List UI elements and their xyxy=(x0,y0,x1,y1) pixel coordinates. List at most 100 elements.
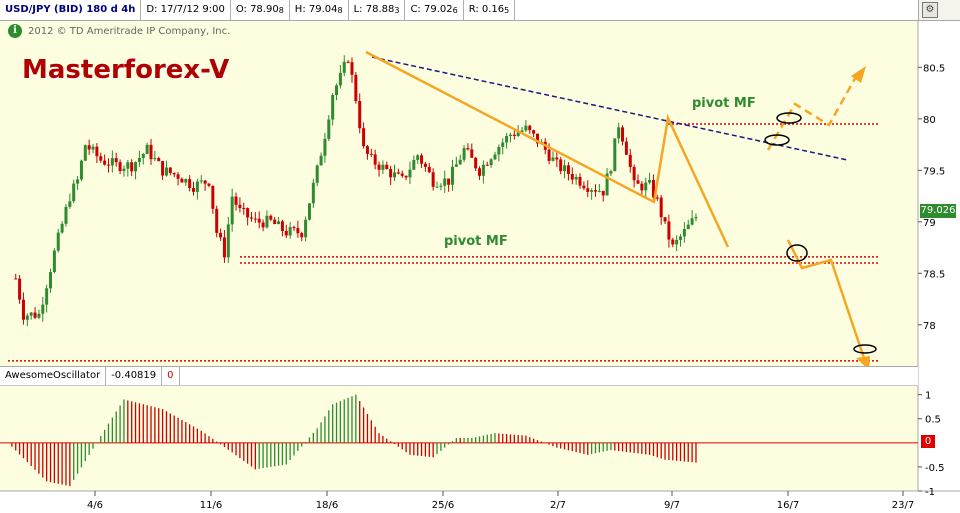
candle-body xyxy=(682,229,686,237)
candle-body xyxy=(505,136,509,143)
candle-body xyxy=(311,182,315,204)
candle-body xyxy=(76,179,80,184)
candle-body xyxy=(284,230,288,236)
candle-body xyxy=(215,208,219,233)
candle-body xyxy=(439,185,443,187)
brand-watermark: Masterforex-V xyxy=(22,55,230,85)
candle-body xyxy=(501,142,505,147)
candle-body xyxy=(369,153,373,155)
price-axis-label: 80 xyxy=(923,115,936,126)
candle-body xyxy=(64,206,68,224)
candle-body xyxy=(644,182,648,191)
candle-body xyxy=(462,148,466,160)
candle-body xyxy=(304,219,308,238)
candle-body xyxy=(404,175,408,178)
price-axis-label: 79 xyxy=(923,218,936,229)
candle-body xyxy=(265,215,269,228)
price-axis-label: 80.5 xyxy=(923,63,945,74)
candle-body xyxy=(659,197,663,218)
candle-body xyxy=(423,163,427,167)
candle-body xyxy=(331,95,335,120)
candle-body xyxy=(172,172,176,175)
candle-body xyxy=(168,167,172,173)
candle-body xyxy=(149,144,153,160)
oscillator-zero-value: 0 xyxy=(162,367,180,385)
candle-body xyxy=(188,179,192,189)
candle-body xyxy=(528,125,532,131)
candle-body xyxy=(427,166,431,173)
candle-body xyxy=(350,62,354,75)
copyright-text: 2012 © TD Ameritrade IP Company, Inc. xyxy=(28,26,231,37)
candle-body xyxy=(563,165,567,172)
candle-body xyxy=(292,227,296,229)
candle-body xyxy=(118,162,122,172)
candle-body xyxy=(412,159,416,170)
candle-body xyxy=(547,149,551,161)
symbol-label[interactable]: USD/JPY (BID) 180 d 4h xyxy=(0,0,142,20)
quote-header: USD/JPY (BID) 180 d 4h D: 17/7/12 9:00 O… xyxy=(0,0,918,21)
info-icon[interactable]: i xyxy=(8,24,22,38)
candle-body xyxy=(593,190,597,192)
oscillator-name[interactable]: AwesomeOscillator xyxy=(0,367,107,385)
price-axis-label: 78.5 xyxy=(923,269,945,280)
candle-body xyxy=(586,188,590,192)
candle-body xyxy=(520,130,524,133)
trendline-resistance xyxy=(371,56,848,161)
candle-body xyxy=(516,132,520,137)
price-axis-label: 79.5 xyxy=(923,166,945,177)
candle-body xyxy=(342,61,346,73)
candle-body xyxy=(323,138,327,156)
candle-body xyxy=(679,236,683,240)
candle-body xyxy=(508,134,512,137)
candle-body xyxy=(447,178,451,185)
candle-body xyxy=(512,134,516,137)
candle-body xyxy=(49,272,53,289)
candle-body xyxy=(307,203,311,220)
candle-body xyxy=(624,141,628,155)
candle-body xyxy=(435,186,439,188)
candle-body xyxy=(95,146,99,157)
oscillator-header: AwesomeOscillator -0.40819 0 xyxy=(0,366,918,386)
range-readout: R: 0.165 xyxy=(464,0,516,20)
candle-body xyxy=(636,180,640,184)
candle-body xyxy=(536,133,540,144)
time-axis-label: 2/7 xyxy=(550,500,566,511)
candle-body xyxy=(574,176,578,180)
candle-body xyxy=(389,168,393,178)
candle-body xyxy=(153,158,157,160)
candle-body xyxy=(21,299,25,320)
candle-body xyxy=(381,164,385,170)
candle-body xyxy=(114,158,118,163)
candle-body xyxy=(443,178,447,186)
candle-body xyxy=(655,197,659,199)
candle-body xyxy=(207,183,211,186)
open-readout: O: 78.908 xyxy=(231,0,290,20)
marker-ellipse xyxy=(786,244,808,262)
candle-body xyxy=(613,138,617,172)
candle-body xyxy=(667,221,671,240)
candle-body xyxy=(226,224,230,258)
candle-body xyxy=(288,227,292,236)
candle-body xyxy=(524,125,528,131)
candle-body xyxy=(126,162,130,169)
candle-body xyxy=(400,173,404,176)
price-axis-label: 78 xyxy=(923,321,936,332)
candle-body xyxy=(497,146,501,155)
candle-body xyxy=(319,155,323,166)
candle-body xyxy=(485,164,489,166)
candle-body xyxy=(110,158,114,166)
oscillator-plot-area xyxy=(0,385,918,491)
candle-body xyxy=(663,217,667,222)
candle-body xyxy=(219,232,223,238)
candle-body xyxy=(157,158,161,162)
candle-body xyxy=(257,218,261,223)
candle-body xyxy=(79,160,83,180)
candle-body xyxy=(396,172,400,174)
candle-body xyxy=(458,159,462,165)
candle-body xyxy=(609,171,613,174)
candle-body xyxy=(605,173,609,196)
candle-body xyxy=(690,218,694,225)
chart-settings-icon[interactable]: ⚙ xyxy=(922,2,938,18)
candle-body xyxy=(590,190,594,192)
